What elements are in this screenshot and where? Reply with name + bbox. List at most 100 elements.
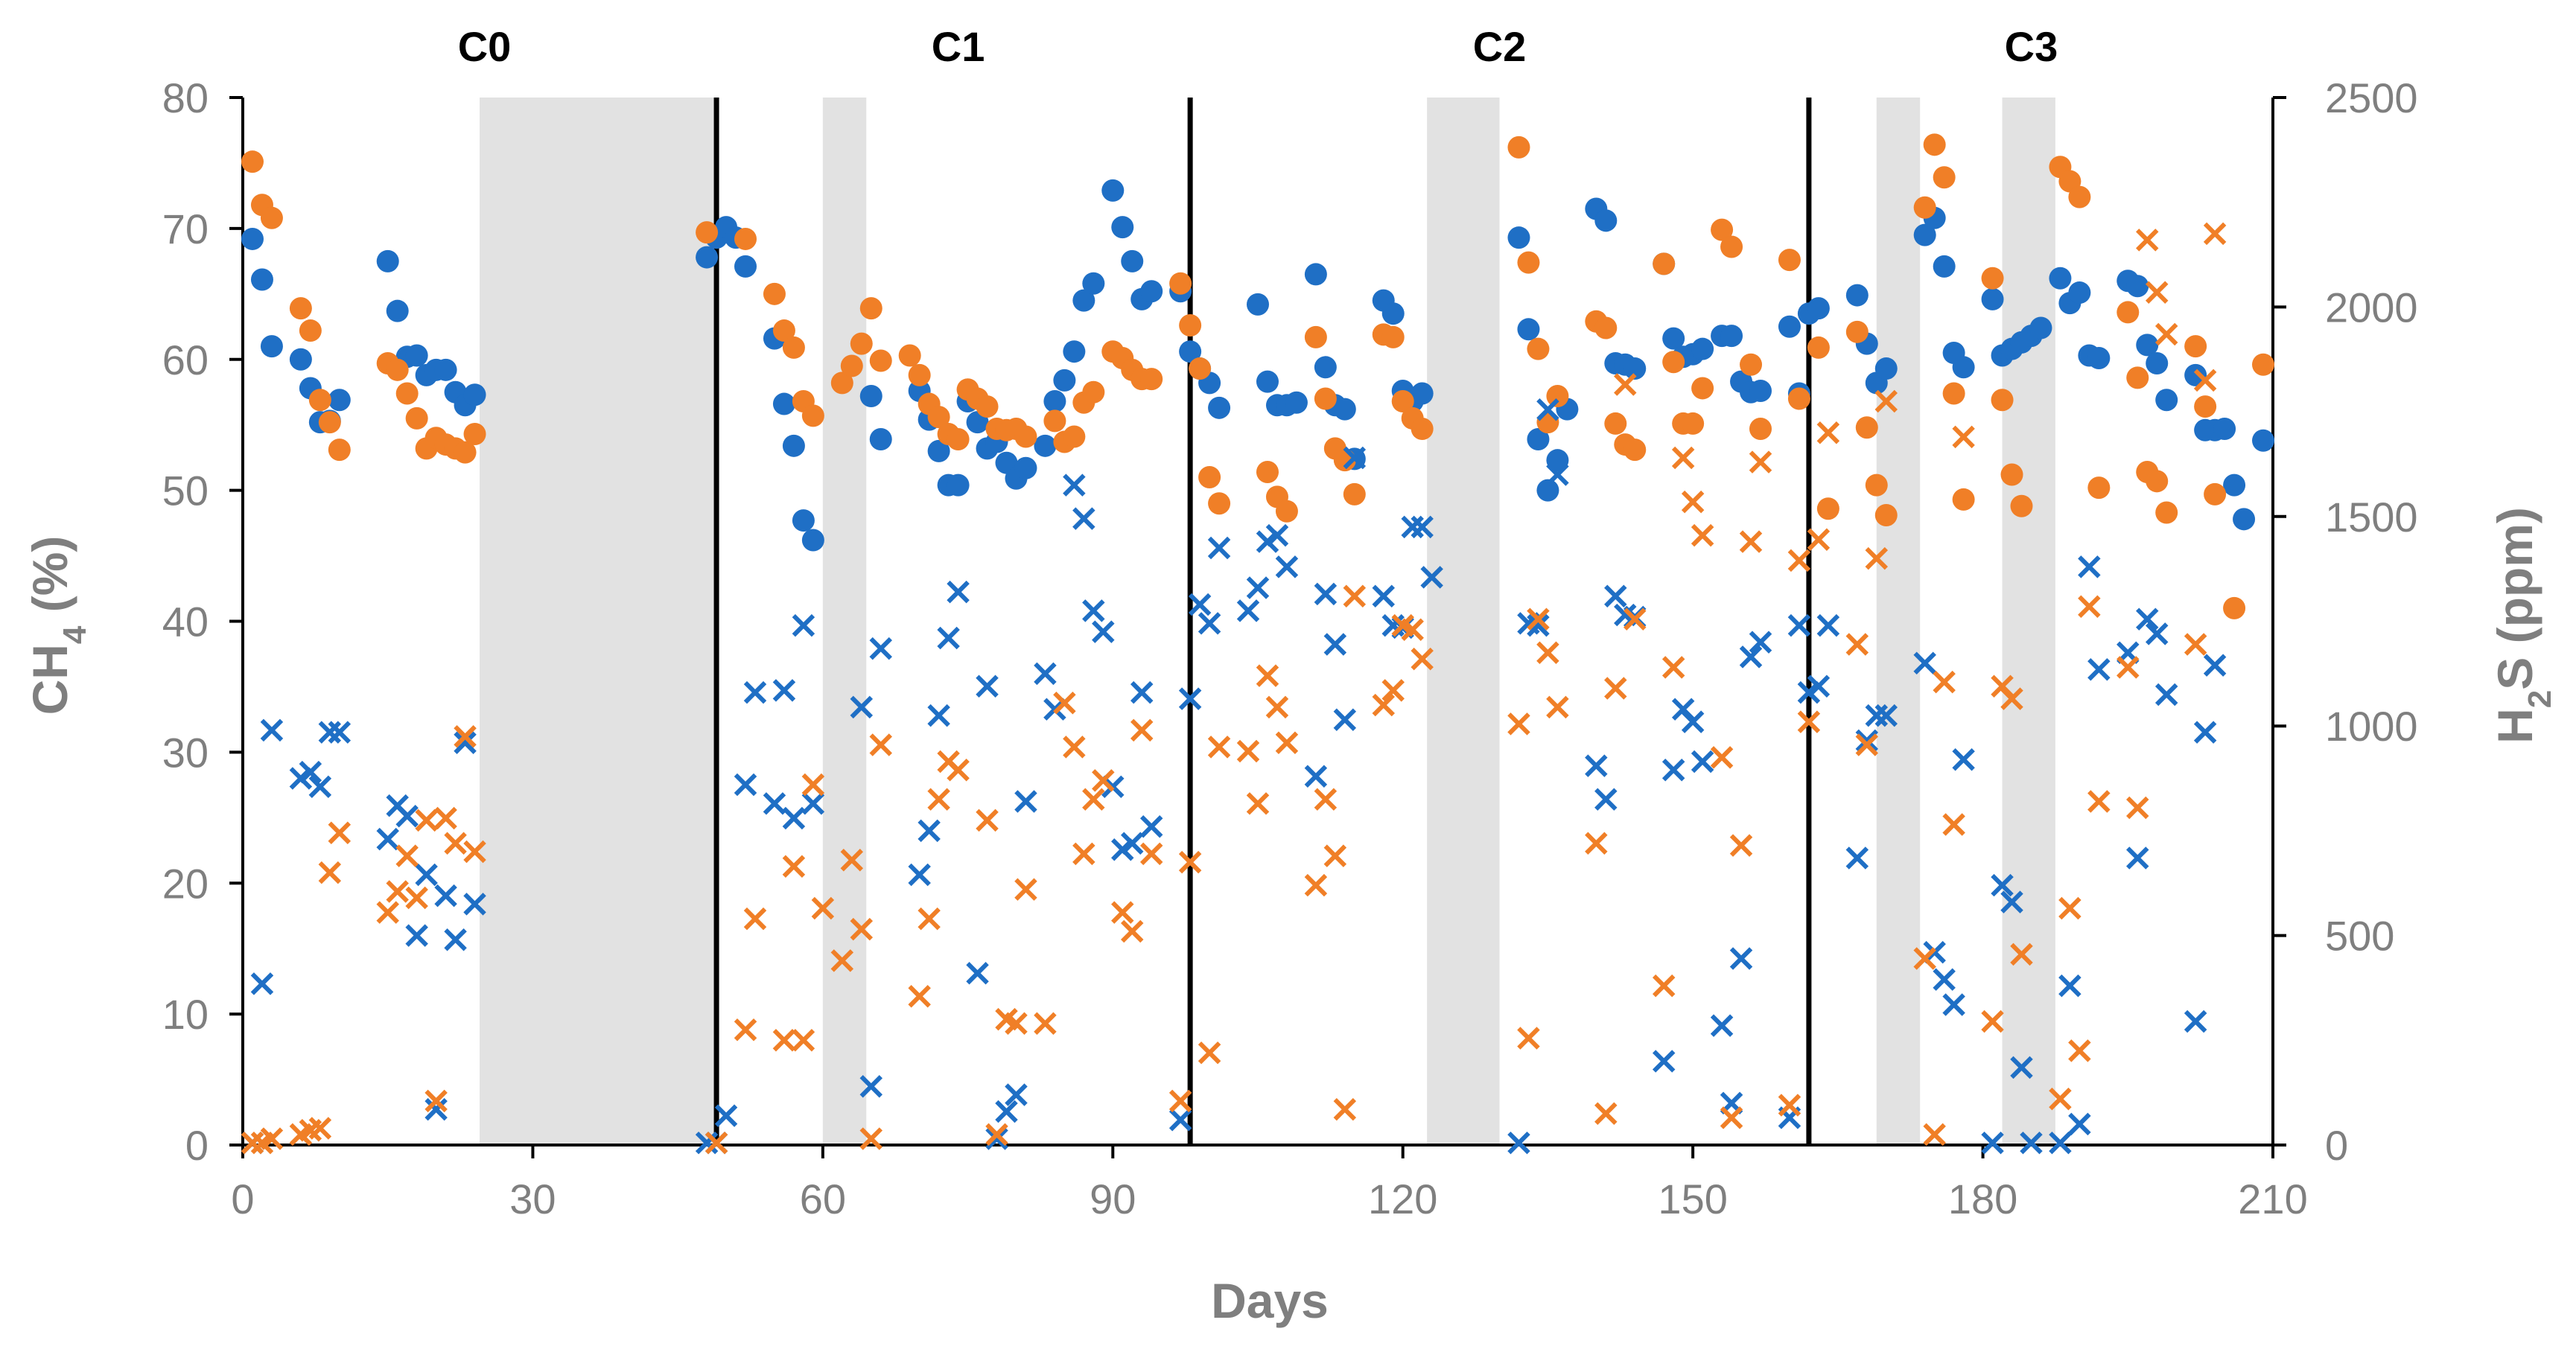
h2s-point-stroke <box>1923 1123 1946 1147</box>
ch4-point <box>859 297 882 320</box>
ch4-point <box>260 335 283 358</box>
h2s-point <box>1845 846 1869 870</box>
ch4-point <box>1942 382 1965 405</box>
ch4-point <box>850 332 873 355</box>
y-right-tick-label: 500 <box>2325 913 2394 960</box>
h2s-point-stroke <box>1198 612 1221 635</box>
h2s-point <box>1952 425 1975 449</box>
h2s-point-stroke <box>937 626 960 650</box>
h2s-point <box>1101 775 1125 799</box>
ch4-point <box>1874 357 1898 380</box>
h2s-point-stroke <box>2049 1087 2072 1111</box>
h2s-point-stroke <box>1236 599 1260 622</box>
h2s-point <box>908 863 931 887</box>
x-tick-label: 180 <box>1948 1176 2017 1222</box>
h2s-point-stroke <box>1072 842 1095 866</box>
h2s-point <box>1797 710 1821 733</box>
h2s-point-stroke <box>1865 546 1889 570</box>
h2s-point-stroke <box>1178 850 1202 874</box>
shaded-period <box>822 98 867 1145</box>
h2s-point-stroke <box>2010 1056 2033 1079</box>
h2s-point <box>985 1123 1008 1147</box>
ch4-point <box>2194 395 2217 418</box>
h2s-point <box>792 613 815 637</box>
h2s-point <box>2126 846 2149 870</box>
h2s-point <box>318 861 342 884</box>
h2s-point <box>1923 940 1946 964</box>
ch4-point <box>947 473 970 497</box>
h2s-point <box>1681 710 1705 733</box>
ch4-point <box>1304 325 1327 348</box>
h2s-point-stroke <box>1304 765 1328 788</box>
ch4-point <box>1952 356 1975 379</box>
ch4-point <box>2010 494 2033 517</box>
h2s-point-stroke <box>1585 754 1608 777</box>
h2s-point <box>376 827 399 851</box>
h2s-point-stroke <box>1749 631 1772 654</box>
h2s-point <box>1536 641 1559 664</box>
h2s-point-stroke <box>734 1018 757 1042</box>
ch4-point <box>1855 416 1878 439</box>
h2s-point <box>308 1117 332 1140</box>
h2s-point-stroke <box>1101 775 1125 799</box>
h2s-point-stroke <box>2136 607 2159 631</box>
ch4-point <box>859 384 882 407</box>
h2s-point-stroke <box>1168 1089 1192 1113</box>
h2s-point <box>1933 968 1956 991</box>
h2s-point <box>1005 1083 1028 1106</box>
h2s-point <box>1855 729 1879 753</box>
h2s-point <box>1594 788 1618 811</box>
h2s-point-stroke <box>2049 1131 2072 1155</box>
ch4-point <box>1691 377 1714 400</box>
h2s-point <box>801 792 825 815</box>
h2s-point-stroke <box>2126 846 2149 870</box>
h2s-point <box>1333 708 1357 732</box>
h2s-point-stroke <box>1952 747 1975 771</box>
h2s-point <box>376 901 399 924</box>
h2s-point-stroke <box>850 695 874 719</box>
h2s-point-stroke <box>1681 710 1705 733</box>
h2s-point <box>801 773 825 797</box>
h2s-point-stroke <box>2087 657 2111 681</box>
h2s-point <box>1749 631 1772 654</box>
y-right-tick-label: 1000 <box>2325 703 2418 750</box>
h2s-point-stroke <box>995 1007 1018 1031</box>
h2s-point-stroke <box>917 819 941 843</box>
ch4-point <box>801 404 824 427</box>
h2s-point <box>811 896 835 920</box>
h2s-point <box>1585 832 1608 855</box>
h2s-point <box>1913 651 1936 675</box>
h2s-point <box>1401 618 1424 641</box>
ch4-point <box>1517 318 1540 341</box>
ch4-point <box>1179 314 1202 337</box>
h2s-point-stroke <box>1420 566 1443 589</box>
h2s-point <box>1343 584 1367 607</box>
h2s-point <box>792 1029 815 1052</box>
h2s-point-stroke <box>1034 1012 1057 1036</box>
h2s-point <box>1661 759 1685 782</box>
h2s-point-stroke <box>705 1131 728 1155</box>
h2s-point-stroke <box>772 1029 796 1052</box>
ch4-point <box>840 354 863 377</box>
h2s-point-stroke <box>376 827 399 851</box>
h2s-point-stroke <box>299 760 322 784</box>
h2s-point-stroke <box>405 924 428 947</box>
ch4-point <box>1778 315 1801 338</box>
ch4-point <box>2223 473 2246 497</box>
ch4-point <box>2213 417 2236 440</box>
h2s-point-stroke <box>1671 446 1695 470</box>
h2s-point-stroke <box>1797 680 1821 704</box>
y-axis-left-title: CH4 (%) <box>22 536 93 715</box>
h2s-point <box>1517 1027 1540 1050</box>
ch4-point <box>1208 396 1231 419</box>
h2s-point <box>2078 555 2101 578</box>
h2s-point-stroke <box>434 806 457 830</box>
ch4-point <box>1189 357 1212 380</box>
y-right-tick-label: 0 <box>2325 1122 2348 1169</box>
h2s-point <box>2145 622 2169 645</box>
ch4-point <box>1662 327 1685 350</box>
ch4-point <box>1691 337 1714 360</box>
h2s-point-stroke <box>1527 607 1550 631</box>
h2s-point-stroke <box>2145 622 2169 645</box>
h2s-point-stroke <box>1874 389 1898 413</box>
